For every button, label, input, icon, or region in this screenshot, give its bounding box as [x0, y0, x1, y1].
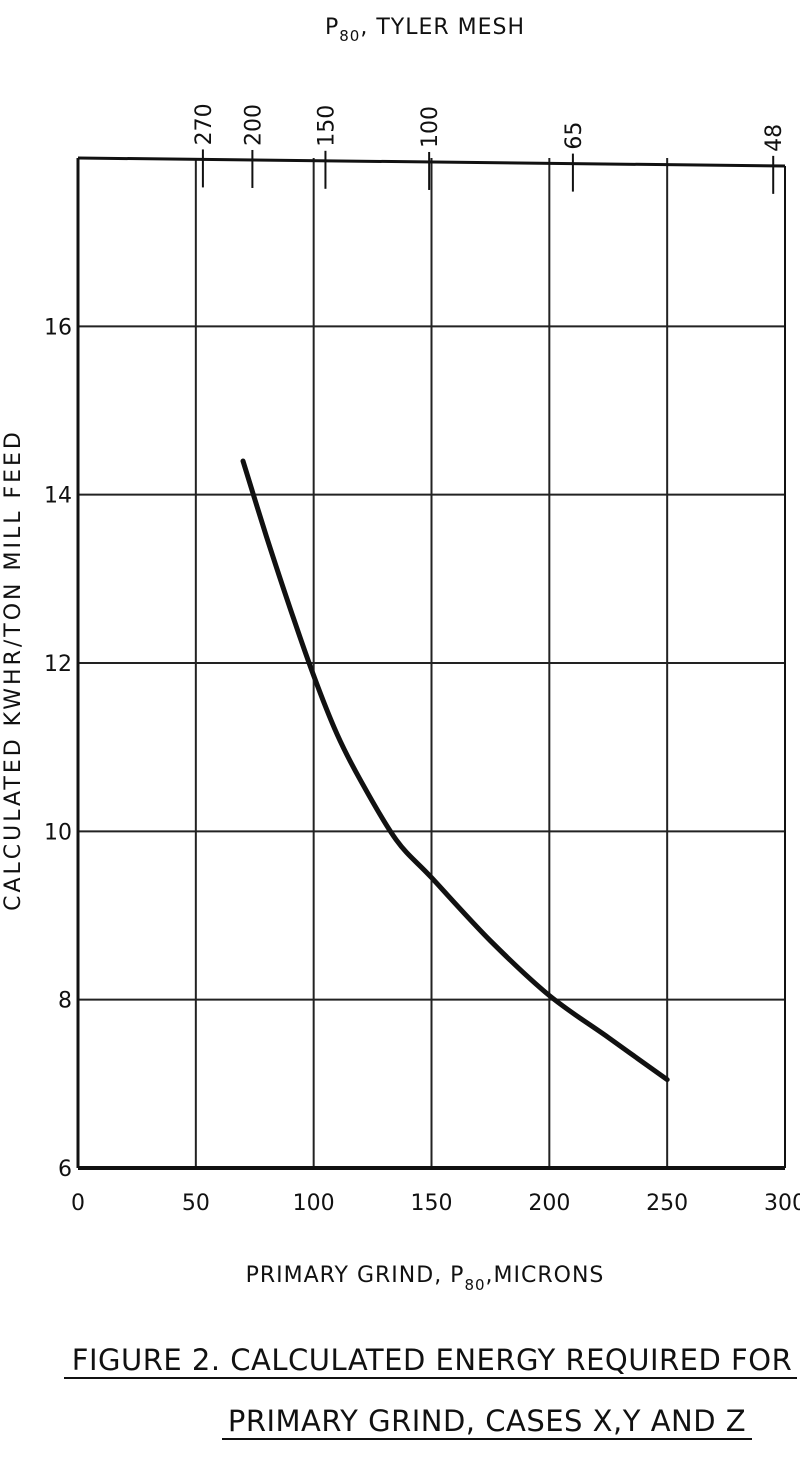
mesh-tick-label: 65: [562, 122, 587, 150]
x-tick-label: 50: [182, 1191, 210, 1216]
x-tick-label: 100: [293, 1191, 335, 1216]
mesh-tick-label: 48: [762, 124, 787, 152]
x-tick-label: 250: [646, 1191, 688, 1216]
figure-caption-line-2: PRIMARY GRIND, CASES X,Y AND Z: [228, 1404, 746, 1438]
mesh-tick-label: 200: [241, 104, 266, 146]
top-axis-title: P80, TYLER MESH: [325, 15, 525, 45]
x-tick-label: 200: [528, 1191, 570, 1216]
mesh-tick-label: 270: [192, 103, 217, 145]
x-tick-label: 150: [411, 1191, 453, 1216]
x-axis-title: PRIMARY GRIND, P80,MICRONS: [246, 1263, 605, 1294]
top-axis-line: [77, 156, 786, 168]
series-layer: [240, 458, 670, 1083]
mesh-axis: 270 200 150 100 65 48: [192, 103, 787, 194]
y-tick-label: 8: [58, 989, 72, 1014]
energy-curve: [240, 458, 670, 1083]
x-tick-labels: 0 50 100 150 200 250 300: [71, 1191, 800, 1216]
grid-lines: [78, 158, 785, 1168]
x-tick-label: 0: [71, 1191, 85, 1216]
plot-frame: [76, 156, 786, 1170]
x-tick-label: 300: [764, 1191, 800, 1216]
y-tick-label: 6: [58, 1157, 72, 1182]
y-tick-label: 14: [44, 484, 72, 509]
y-tick-label: 16: [44, 315, 72, 340]
figure-caption-line-1: FIGURE 2. CALCULATED ENERGY REQUIRED FOR: [72, 1343, 792, 1377]
mesh-tick-label: 150: [314, 105, 339, 147]
mesh-tick-label: 100: [418, 106, 443, 148]
y-tick-label: 12: [44, 652, 72, 677]
y-axis-title: CALCULATED KWHR/TON MILL FEED: [1, 429, 26, 911]
y-tick-label: 10: [44, 820, 72, 845]
y-tick-labels: 6 8 10 12 14 16: [44, 315, 72, 1182]
